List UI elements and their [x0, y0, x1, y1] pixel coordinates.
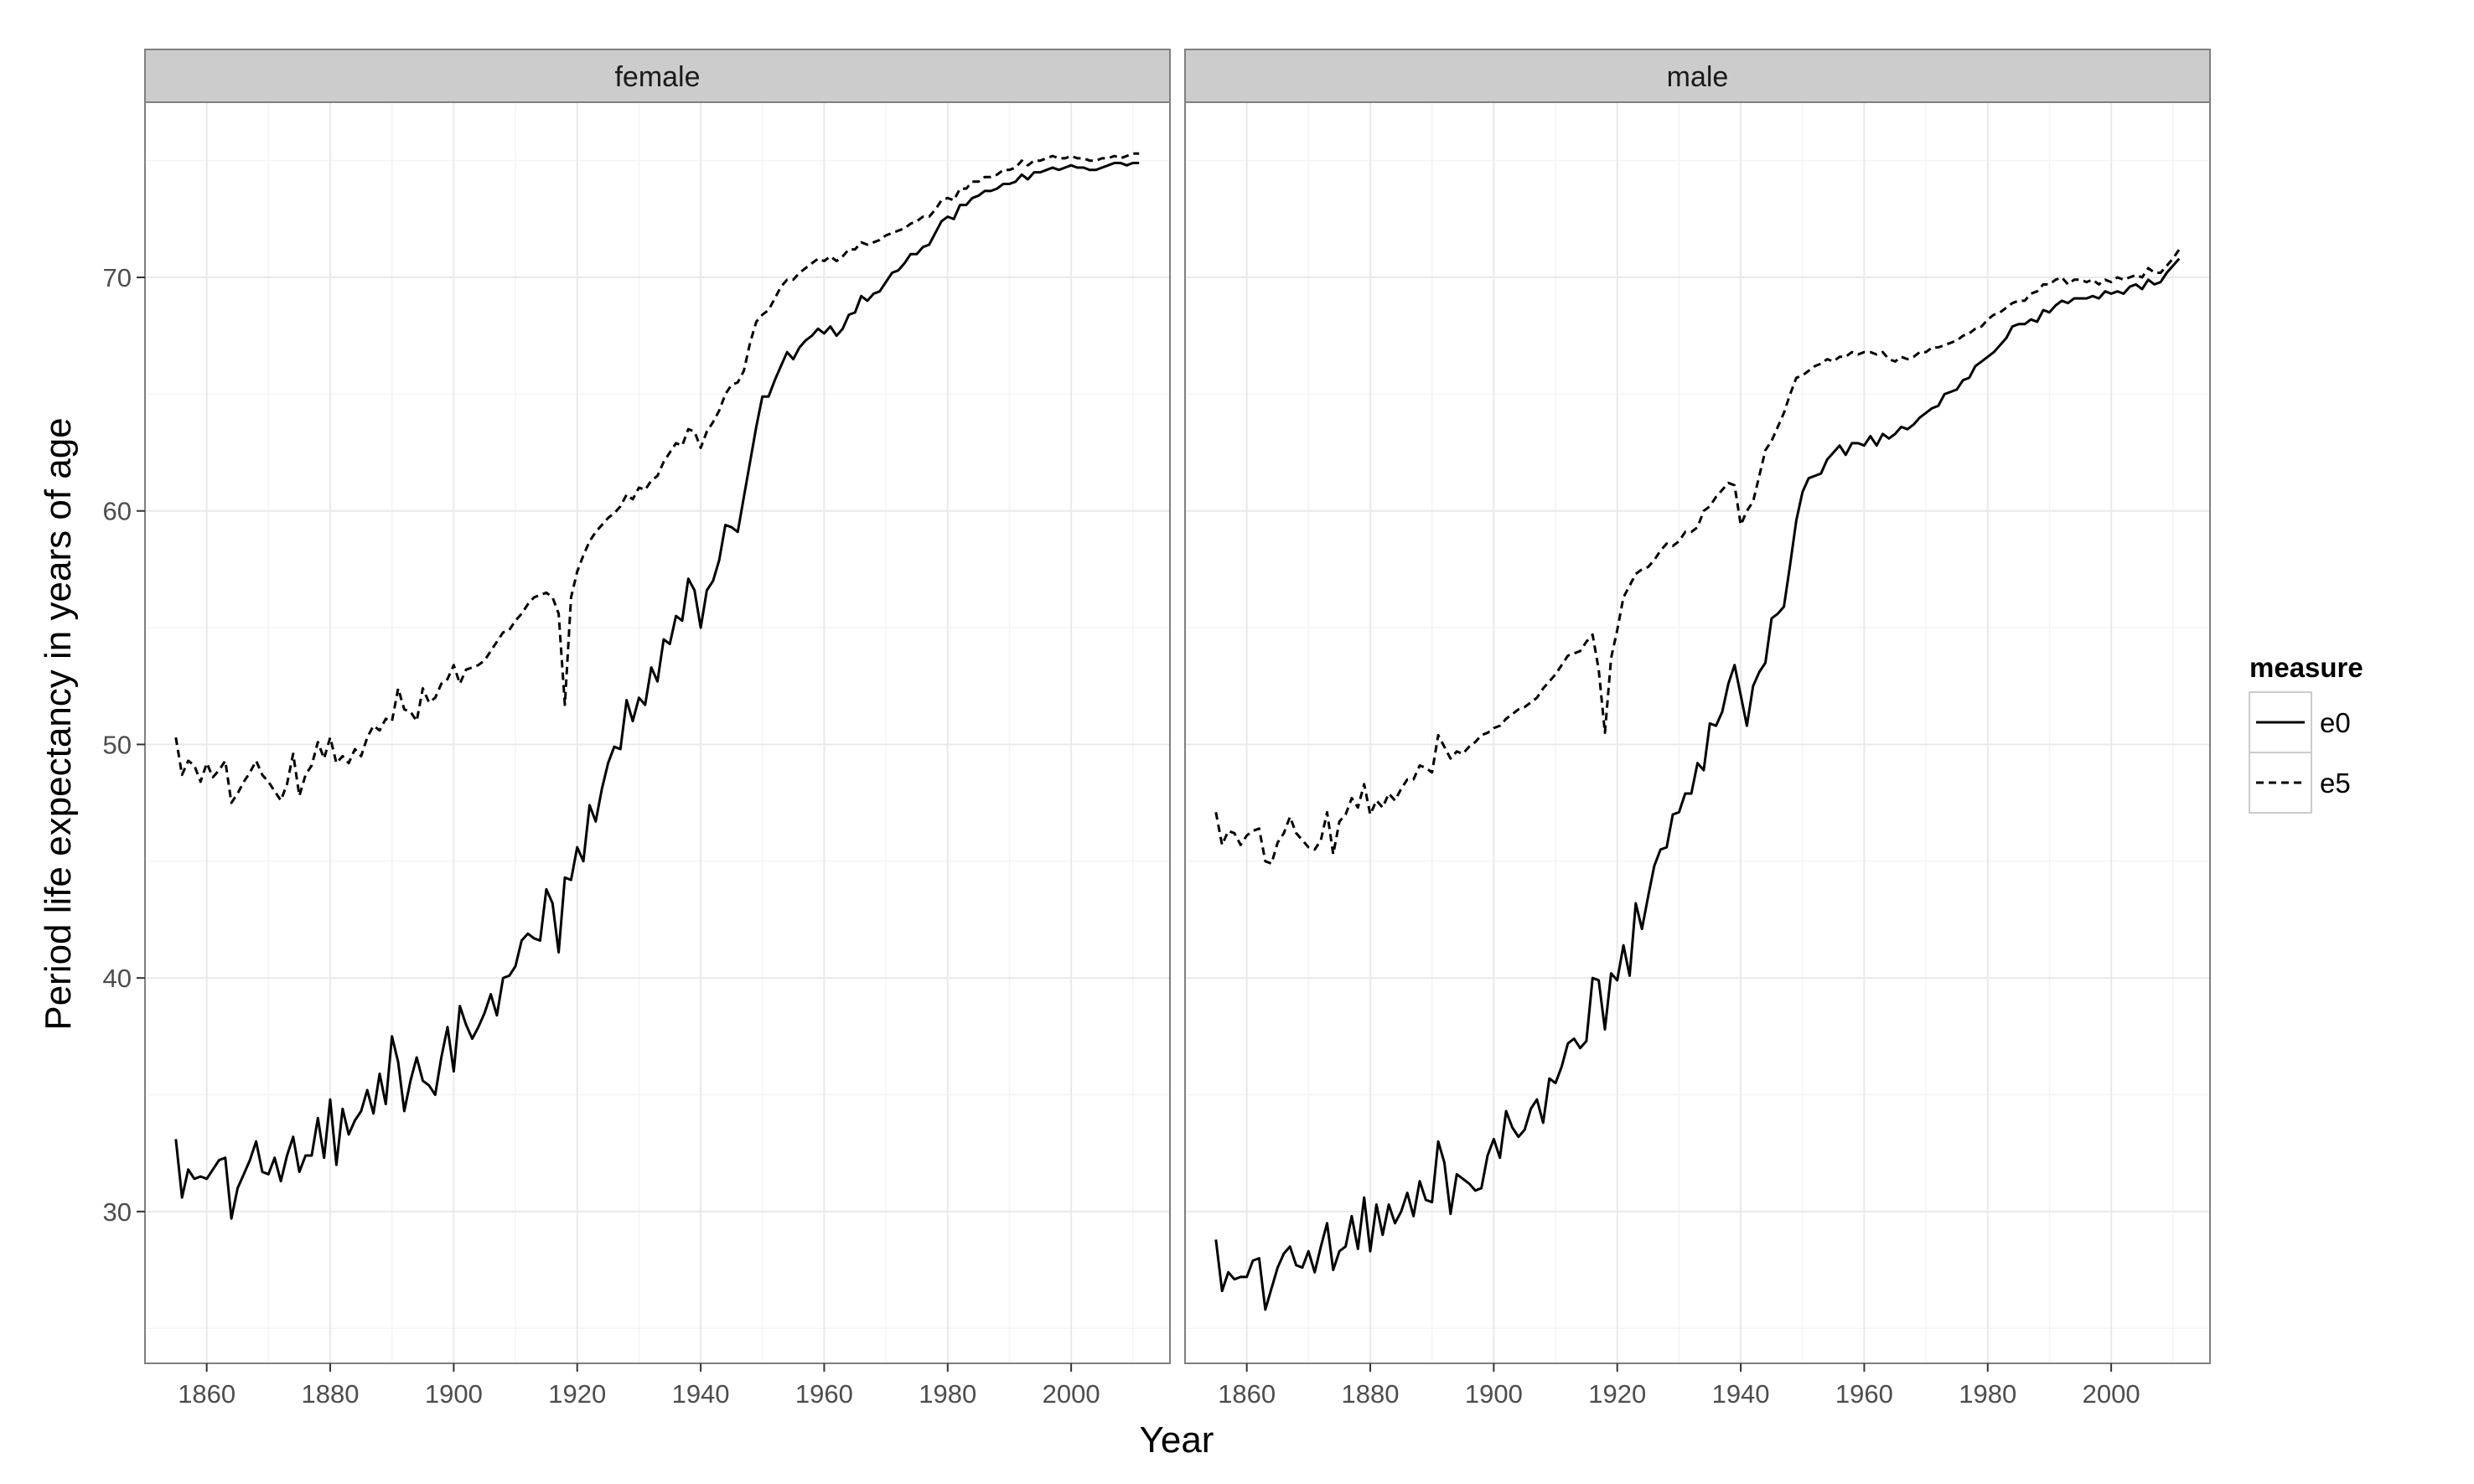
- y-tick-label: 70: [103, 263, 132, 292]
- x-tick-label: 1940: [672, 1379, 730, 1409]
- x-tick-label: 1920: [1588, 1379, 1646, 1409]
- x-axis-title: Year: [1140, 1419, 1214, 1461]
- x-tick-label: 1900: [1465, 1379, 1523, 1409]
- series-e0-female: [174, 162, 1140, 1220]
- legend-title: measure: [2249, 652, 2363, 683]
- x-tick-label: 2000: [2083, 1379, 2140, 1409]
- x-tick-label: 2000: [1043, 1379, 1100, 1409]
- x-axis-female: 1860 1880 1900 1920 1940 1960 1980 2000: [178, 1363, 1100, 1409]
- panel-female: female: [144, 49, 1171, 1364]
- x-tick-label: 1900: [425, 1379, 483, 1409]
- series-e0-male: [1214, 257, 2181, 1311]
- y-tick-label: 30: [103, 1197, 132, 1227]
- panel-background: [1185, 102, 2210, 1363]
- x-tick-label: 1960: [795, 1379, 853, 1409]
- series-e5-female: [174, 152, 1140, 804]
- facet-panels: female male: [144, 49, 2211, 1364]
- y-tick-label: 50: [103, 730, 132, 759]
- x-axes: 1860 1880 1900 1920 1940 1960 1980 2000 1860 1880…: [178, 1363, 2140, 1409]
- x-tick-label: 1940: [1712, 1379, 1770, 1409]
- y-tick-label: 40: [103, 964, 132, 993]
- x-tick-label: 1880: [1342, 1379, 1400, 1409]
- x-tick-label: 1860: [1218, 1379, 1276, 1409]
- x-tick-label: 1920: [548, 1379, 606, 1409]
- x-tick-label: 1860: [178, 1379, 235, 1409]
- strip-label-female: female: [614, 61, 700, 93]
- y-axis-title: Period life expectancy in years of age: [38, 417, 79, 1030]
- x-tick-label: 1980: [1959, 1379, 2016, 1409]
- x-tick-label: 1980: [919, 1379, 976, 1409]
- x-tick-label: 1880: [302, 1379, 360, 1409]
- strip-label-male: male: [1667, 61, 1729, 93]
- panel-male: male: [1184, 49, 2211, 1364]
- strip-female: [144, 49, 1171, 103]
- x-axis-male: 1860 1880 1900 1920 1940 1960 1980 2000: [1218, 1363, 2140, 1409]
- panel-background: [145, 102, 1170, 1363]
- legend: measure e0 e5: [2249, 652, 2363, 814]
- y-tick-label: 60: [103, 497, 132, 526]
- legend-label-e5: e5: [2320, 768, 2351, 799]
- strip-male: [1184, 49, 2211, 103]
- y-axis: 30 40 50 60 70: [103, 263, 145, 1227]
- x-tick-label: 1960: [1835, 1379, 1893, 1409]
- legend-key-e5: [2249, 752, 2312, 814]
- legend-label-e0: e0: [2320, 707, 2351, 738]
